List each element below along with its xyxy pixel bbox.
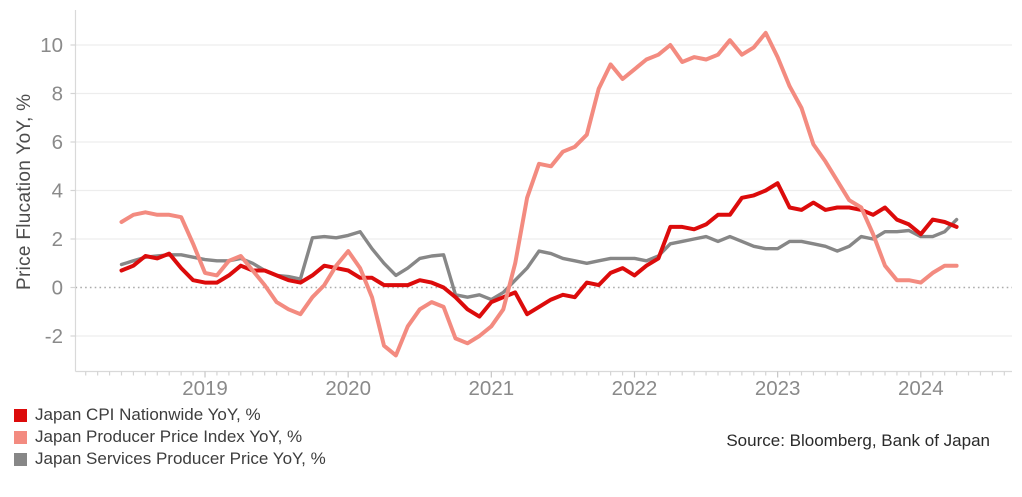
gridlines: [75, 44, 1012, 337]
svg-text:-2: -2: [45, 325, 63, 348]
source-attribution: Source: Bloomberg, Bank of Japan: [726, 431, 990, 450]
axis-tick-labels: -2 0 2 4 6 8 10 2019 2020 2021 2022 2023 2024: [40, 34, 943, 400]
legend-item-cpi: Japan CPI Nationwide YoY, %: [14, 404, 326, 426]
svg-text:8: 8: [52, 83, 63, 106]
axes: [70, 10, 1012, 378]
legend-swatch-services-ppi: [14, 452, 27, 466]
chart-canvas: -2 0 2 4 6 8 10 2019 2020 2021 2022 2023 2024 Price …: [14, 10, 1012, 400]
svg-text:4: 4: [52, 180, 63, 203]
svg-text:2020: 2020: [325, 377, 371, 400]
svg-text:2: 2: [52, 228, 63, 251]
data-series-lines: [119, 30, 959, 358]
line-chart: -2 0 2 4 6 8 10 2019 2020 2021 2022 2023 2024 Price …: [14, 10, 1012, 400]
legend-label-cpi: Japan CPI Nationwide YoY, %: [35, 405, 261, 424]
svg-text:2022: 2022: [612, 377, 658, 400]
svg-text:10: 10: [40, 34, 63, 57]
chart-legend: Japan CPI Nationwide YoY, % Japan Produc…: [14, 404, 326, 470]
svg-text:2021: 2021: [469, 377, 515, 400]
svg-text:2024: 2024: [898, 377, 944, 400]
legend-label-services-ppi: Japan Services Producer Price YoY, %: [35, 449, 326, 468]
y-axis-title: Price Flucation YoY, %: [14, 94, 35, 290]
legend-item-ppi: Japan Producer Price Index YoY, %: [14, 426, 326, 448]
svg-text:6: 6: [52, 131, 63, 154]
legend-swatch-cpi: [14, 408, 27, 422]
svg-text:2019: 2019: [182, 377, 228, 400]
legend-item-services-ppi: Japan Services Producer Price YoY, %: [14, 448, 326, 470]
legend-label-ppi: Japan Producer Price Index YoY, %: [35, 427, 303, 446]
legend-swatch-ppi: [14, 430, 27, 444]
svg-text:2023: 2023: [755, 377, 801, 400]
svg-text:0: 0: [52, 277, 63, 300]
